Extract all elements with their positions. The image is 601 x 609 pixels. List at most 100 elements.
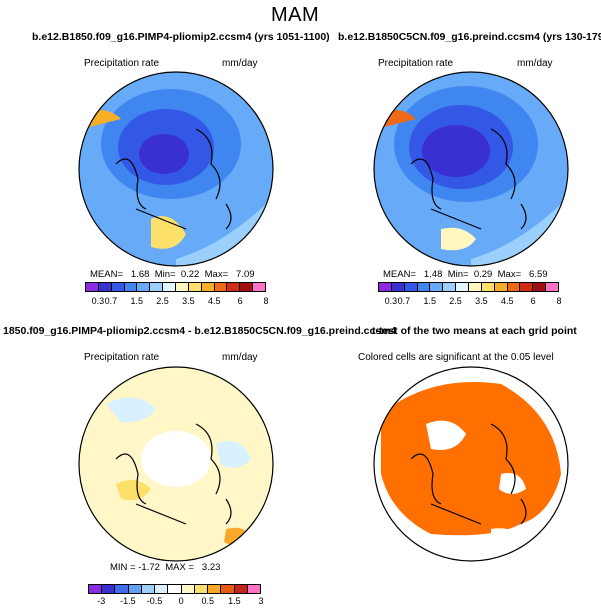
colorbar-swatch xyxy=(208,585,222,593)
colorbar-tick-label: -1.5 xyxy=(120,596,136,606)
colorbar-swatch xyxy=(520,283,534,291)
colorbar-swatch xyxy=(546,283,559,291)
colorbar-swatch xyxy=(404,283,418,291)
panel4-map-border xyxy=(373,366,569,562)
colorbar-tick-label: -3 xyxy=(97,596,106,606)
colorbar-tick-label: 8 xyxy=(263,296,269,306)
panel3-neg-region xyxy=(216,441,251,468)
colorbar-swatch xyxy=(253,283,266,291)
panel3-colorbar-ticks: -3 -1.5 -0.5 0 0.5 1.5 3 xyxy=(88,596,264,608)
panel4-title: t-test of the two means at each grid poi… xyxy=(372,325,577,337)
panel3-map-border xyxy=(78,366,274,562)
colorbar-swatch xyxy=(391,283,405,291)
colorbar-swatch xyxy=(89,585,103,593)
colorbar-swatch xyxy=(481,283,495,291)
panel4-map xyxy=(373,366,569,562)
colorbar-tick-label: 1.5 xyxy=(228,596,241,606)
colorbar-tick-label: 0.7 xyxy=(104,296,118,306)
panel3-stats: MIN = -1.72 MAX = 3.23 xyxy=(110,562,221,573)
panel1-coastlines xyxy=(115,128,232,230)
colorbar-swatch xyxy=(176,283,189,291)
colorbar-swatch xyxy=(430,283,444,291)
colorbar-swatch xyxy=(124,283,138,291)
panel1-var-label: Precipitation rate xyxy=(84,58,160,69)
colorbar-tick-label: 8 xyxy=(556,296,562,306)
panel1-colorbar-ticks: 0.3 0.7 1.5 2.5 3.5 4.5 6 8 xyxy=(85,296,269,308)
colorbar-swatch xyxy=(221,585,235,593)
panel3-var-label: Precipitation rate xyxy=(84,352,160,363)
panel2-colorbar xyxy=(378,282,559,292)
panel4-subtitle: Colored cells are significant at the 0.0… xyxy=(358,352,554,363)
panel2-stats: MEAN= 1.48 Min= 0.29 Max= 6.59 xyxy=(383,269,548,280)
colorbar-swatch xyxy=(201,283,215,291)
colorbar-swatch xyxy=(240,283,254,291)
panel2-map xyxy=(373,71,569,267)
panel4-coastlines xyxy=(410,423,527,525)
colorbar-swatch xyxy=(507,283,521,291)
colorbar-swatch xyxy=(115,585,129,593)
colorbar-swatch xyxy=(469,283,482,291)
panel1-colorbar xyxy=(85,282,266,292)
panel3-pos-region xyxy=(116,480,151,501)
panel1-field-lowest xyxy=(139,134,189,174)
panel2-units: mm/day xyxy=(517,58,553,69)
colorbar-swatch xyxy=(111,283,125,291)
colorbar-tick-label: 6 xyxy=(530,296,536,306)
colorbar-tick-label: 1.5 xyxy=(423,296,436,306)
colorbar-swatch xyxy=(214,283,228,291)
colorbar-tick-label: 4.5 xyxy=(208,296,221,306)
colorbar-swatch xyxy=(247,585,261,593)
colorbar-swatch xyxy=(163,283,177,291)
panel2-coastlines xyxy=(410,128,527,230)
colorbar-tick-label: 1.5 xyxy=(130,296,143,306)
colorbar-swatch xyxy=(443,283,457,291)
colorbar-swatch xyxy=(128,585,142,593)
panel1-pacific-high xyxy=(151,216,186,249)
colorbar-tick-label: 3 xyxy=(258,596,264,606)
colorbar-swatch xyxy=(456,283,470,291)
colorbar-swatch xyxy=(181,585,195,593)
panel2-title: b.e12.B1850C5CN.f09_g16.preind.ccsm4 (yr… xyxy=(338,31,601,43)
colorbar-swatch xyxy=(194,585,209,593)
colorbar-tick-label: 0.3 xyxy=(91,296,105,306)
panel3-units: mm/day xyxy=(222,352,258,363)
colorbar-tick-label: 4.5 xyxy=(501,296,514,306)
panel4-sig-region xyxy=(381,382,561,536)
panel1-map-border xyxy=(78,71,274,267)
colorbar-swatch xyxy=(86,283,99,291)
colorbar-swatch xyxy=(141,585,156,593)
colorbar-tick-label: 2.5 xyxy=(449,296,462,306)
colorbar-swatch xyxy=(379,283,392,291)
colorbar-tick-label: 2.5 xyxy=(156,296,169,306)
panel2-map-border xyxy=(373,71,569,267)
panel1-title: b.e12.B1850.f09_g16.PIMP4-pliomip2.ccsm4… xyxy=(32,31,330,43)
figure-title: MAM xyxy=(271,4,320,26)
panel3-colorbar xyxy=(88,584,261,594)
panel3-title: 1850.f09_g16.PIMP4-pliomip2.ccsm4 - b.e1… xyxy=(3,325,397,337)
colorbar-swatch xyxy=(168,585,182,593)
panel4-nonsig-region xyxy=(426,420,466,450)
panel2-var-label: Precipitation rate xyxy=(378,58,454,69)
colorbar-tick-label: 0.7 xyxy=(397,296,411,306)
colorbar-swatch xyxy=(494,283,508,291)
panel3-neg-region xyxy=(106,397,156,423)
panel2-pacific-high xyxy=(441,227,476,251)
colorbar-tick-label: 0.3 xyxy=(384,296,398,306)
colorbar-swatch xyxy=(234,585,248,593)
panel4-nonsig-region xyxy=(499,473,526,494)
panel3-coastlines xyxy=(115,423,232,525)
panel3-map xyxy=(78,366,274,562)
panel3-center-neutral xyxy=(141,431,211,487)
colorbar-tick-label: 0.5 xyxy=(201,596,215,606)
panel1-stats: MEAN= 1.68 Min= 0.22 Max= 7.09 xyxy=(90,269,255,280)
colorbar-swatch xyxy=(155,585,169,593)
colorbar-swatch xyxy=(533,283,547,291)
colorbar-swatch xyxy=(137,283,151,291)
colorbar-tick-label: -0.5 xyxy=(146,596,163,606)
colorbar-swatch xyxy=(417,283,431,291)
colorbar-swatch xyxy=(150,283,164,291)
colorbar-swatch xyxy=(227,283,241,291)
colorbar-swatch xyxy=(188,283,202,291)
colorbar-swatch xyxy=(98,283,112,291)
panel1-map xyxy=(78,71,274,267)
